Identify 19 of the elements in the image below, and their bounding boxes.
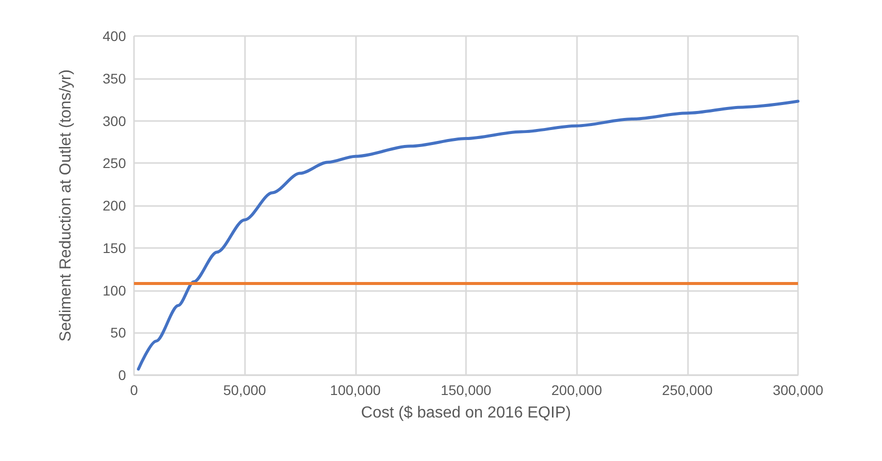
x-axis-title: Cost ($ based on 2016 EQIP) — [361, 404, 571, 422]
y-tick-label: 200 — [102, 198, 126, 214]
x-tick-label: 50,000 — [223, 382, 266, 398]
x-tick-label: 300,000 — [772, 382, 824, 398]
y-tick-label: 350 — [102, 70, 126, 86]
y-tick-label: 150 — [102, 240, 126, 256]
x-tick-label: 200,000 — [551, 382, 602, 398]
y-tick-label: 0 — [118, 367, 126, 383]
y-tick-label: 300 — [102, 112, 126, 129]
y-axis-title: Sediment Reduction at Outlet (tons/yr) — [58, 69, 74, 342]
x-tick-label: 250,000 — [662, 382, 713, 398]
y-tick-label: 50 — [110, 324, 126, 341]
y-tick-label: 100 — [102, 282, 126, 298]
x-tick-label: 100,000 — [330, 382, 381, 398]
x-tick-label: 0 — [130, 382, 138, 398]
x-tick-label: 150,000 — [440, 382, 492, 398]
y-tick-label: 400 — [102, 28, 126, 44]
line-series — [136, 100, 800, 371]
y-tick-label: 250 — [102, 155, 126, 172]
